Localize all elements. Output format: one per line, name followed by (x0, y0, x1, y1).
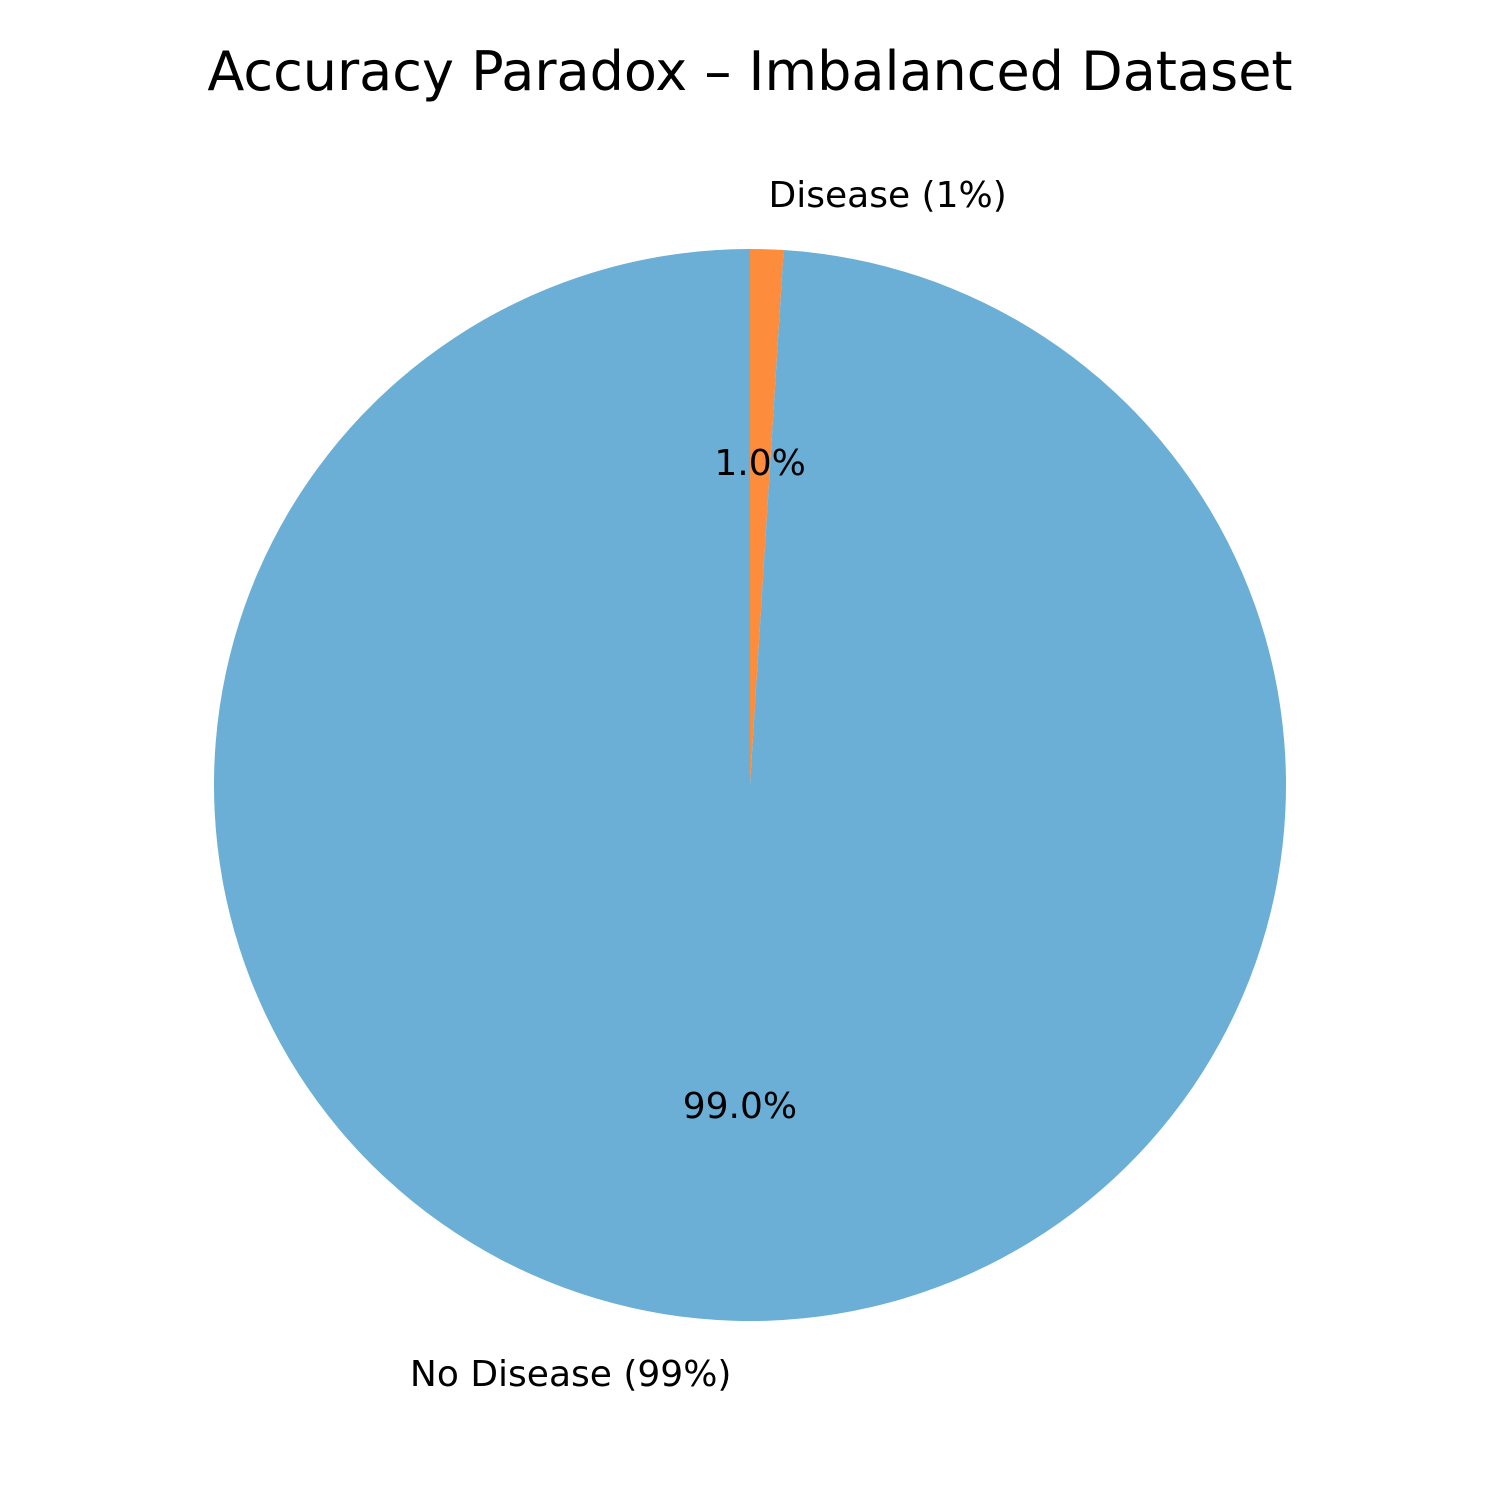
slice-percent-no-disease-99: 99.0% (683, 1086, 797, 1127)
slice-label-disease-1: Disease (1%) (769, 175, 1007, 216)
pie-slice-disease-1 (750, 249, 784, 785)
slice-label-no-disease-99: No Disease (99%) (410, 1354, 732, 1395)
pie-slices (213, 249, 1286, 1322)
slice-percent-disease-1: 1.0% (714, 443, 805, 484)
pie-slice-no-disease-99 (213, 249, 1286, 1322)
chart-title: Accuracy Paradox – Imbalanced Dataset (207, 40, 1292, 103)
pie-labels: Disease (1%) 1.0% No Disease (99%) 99.0% (410, 175, 1007, 1395)
